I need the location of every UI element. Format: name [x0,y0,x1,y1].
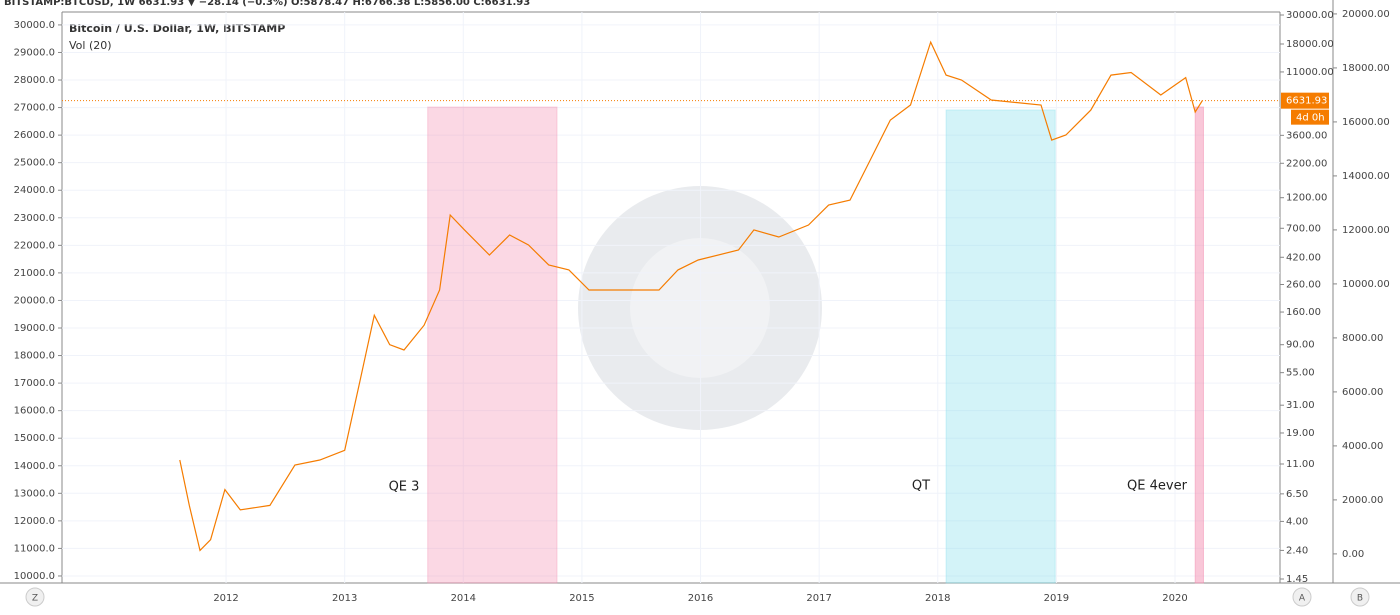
header: BITSTAMP:BTCUSD, 1W 6631.93 ▼ −28.14 (−0… [4,0,530,8]
button-bg[interactable] [1350,587,1370,607]
region-label: QE 4ever [1127,479,1188,494]
region [427,106,558,584]
y3-tick-label: 6000.00 [1342,387,1383,398]
y2-tick-label: 14000.0 [14,461,55,472]
y2-tick-label: 22000.0 [14,240,55,251]
x-tick-label: 2013 [332,593,357,604]
y2-tick-label: 18000.0 [14,351,55,362]
y3-tick-label: 10000.00 [1342,279,1390,290]
y2-tick-label: 10000.0 [14,571,55,582]
y-tick-label: 55.00 [1286,368,1315,379]
y-tick-label: 11.00 [1286,459,1315,470]
y-tick-label: 6.50 [1286,489,1308,500]
y-tick-label: 160.00 [1286,307,1321,318]
region [1194,106,1204,584]
chart-title: Bitcoin / U.S. Dollar, 1W, BITSTAMP [69,22,285,35]
x-tick-label: 2012 [213,593,238,604]
x-tick-label: 2018 [925,593,950,604]
y-tick-label: 30000.00 [1286,10,1334,21]
y3-tick-label: 2000.00 [1342,495,1383,506]
y2-tick-label: 15000.0 [14,433,55,444]
y-tick-label: 420.00 [1286,252,1321,263]
y2-tick-label: 19000.0 [14,323,55,334]
y-tick-label: 2200.00 [1286,158,1327,169]
y3-tick-label: 18000.00 [1342,63,1390,74]
y-tick-label: 1.45 [1286,574,1308,585]
countdown: 4d 0h [1296,113,1325,124]
y2-tick-label: 28000.0 [14,75,55,86]
y3-tick-label: 20000.00 [1342,9,1390,20]
region-label: QE 3 [389,480,420,495]
x-tick-label: 2014 [451,593,476,604]
price-line [179,40,1203,552]
y2-tick-label: 26000.0 [14,130,55,141]
y2-tick-label: 24000.0 [14,185,55,196]
y3-tick-label: 0.00 [1342,549,1364,560]
y-tick-label: 31.00 [1286,400,1315,411]
y2-tick-label: 30000.0 [14,20,55,31]
y-tick-label: 2.40 [1286,545,1308,556]
y3-tick-label: 12000.00 [1342,225,1390,236]
y-tick-label: 1200.00 [1286,193,1327,204]
y2-tick-label: 13000.0 [14,488,55,499]
y2-tick-label: 16000.0 [14,406,55,417]
last-price-label: 6631.93 [1286,96,1327,107]
button[interactable]: A [1299,594,1306,604]
y3-tick-label: 8000.00 [1342,333,1383,344]
y-tick-label: 90.00 [1286,340,1315,351]
y3-tick-label: 14000.00 [1342,171,1390,182]
subtitle: Vol (20) [69,39,112,52]
button-bg[interactable] [25,587,45,607]
button[interactable]: B [1357,594,1363,604]
x-tick-label: 2015 [569,593,594,604]
y-tick-label: 3600.00 [1286,130,1327,141]
y-tick-label: 19.00 [1286,428,1315,439]
y-tick-label: 18000.00 [1286,39,1334,50]
last-price-box [1281,92,1329,109]
button[interactable]: Z [32,594,38,604]
y3-tick-label: 4000.00 [1342,441,1383,452]
region [945,109,1056,584]
region-label: QT [912,479,930,494]
button-bg[interactable] [1292,587,1312,607]
y3-tick-label: 16000.00 [1342,117,1390,128]
y-tick-label: 11000.00 [1286,67,1334,78]
x-tick-label: 2016 [688,593,713,604]
y2-tick-label: 12000.0 [14,516,55,527]
y-tick-label: 4.00 [1286,516,1308,527]
x-tick-label: 2020 [1162,593,1187,604]
x-tick-label: 2019 [1044,593,1069,604]
y2-tick-label: 23000.0 [14,213,55,224]
countdown-box [1291,109,1329,125]
y2-tick-label: 11000.0 [14,543,55,554]
y2-tick-label: 17000.0 [14,378,55,389]
y2-tick-label: 20000.0 [14,295,55,306]
y-tick-label: 700.00 [1286,223,1321,234]
y-tick-label: 260.00 [1286,279,1321,290]
y2-tick-label: 29000.0 [14,47,55,58]
y2-tick-label: 27000.0 [14,103,55,114]
x-tick-label: 2017 [806,593,831,604]
y2-tick-label: 21000.0 [14,268,55,279]
y2-tick-label: 25000.0 [14,158,55,169]
